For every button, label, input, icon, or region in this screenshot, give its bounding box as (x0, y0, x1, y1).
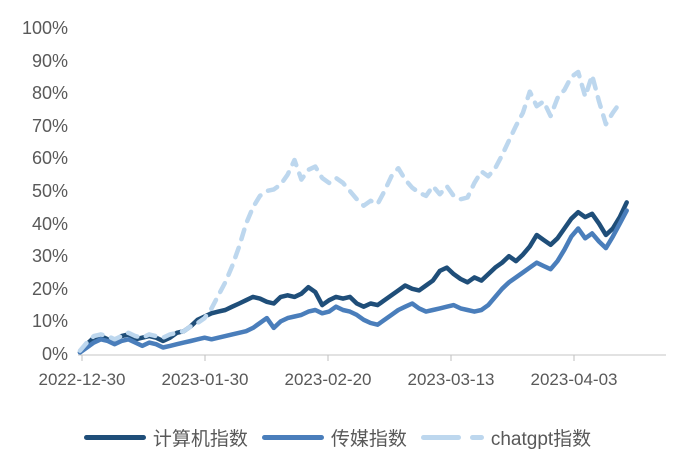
legend-line-media-index (261, 435, 324, 440)
legend-line-chatgpt-index (420, 435, 484, 440)
y-axis-tick-label: 20% (32, 279, 68, 299)
legend-dash-long (420, 435, 461, 440)
y-axis-tick-label: 90% (32, 51, 68, 71)
y-axis-tick-label: 70% (32, 116, 68, 136)
x-axis-tick-label: 2022-12-30 (39, 370, 126, 389)
legend-item-chatgpt-index: chatgpt指数 (420, 424, 592, 451)
y-axis-tick-label: 30% (32, 246, 68, 266)
chart-legend: 计算机指数 传媒指数 chatgpt指数 (0, 424, 675, 451)
series-lines (77, 69, 666, 361)
y-axis: 100% 90% 80% 70% 60% 50% 40% 30% 20% 10%… (22, 18, 68, 364)
x-axis-tick-label: 2023-02-20 (285, 370, 372, 389)
x-axis-tick-label: 2023-01-30 (162, 370, 249, 389)
legend-label-chatgpt-index: chatgpt指数 (490, 429, 592, 450)
legend-item-media-index: 传媒指数 (261, 424, 407, 451)
y-axis-tick-label: 40% (32, 214, 68, 234)
y-axis-tick-label: 50% (32, 181, 68, 201)
x-axis-tick-label: 2023-03-13 (408, 370, 495, 389)
plot-area: 100% 90% 80% 70% 60% 50% 40% 30% 20% 10%… (22, 18, 666, 389)
x-axis-tick-label: 2023-04-03 (531, 370, 618, 389)
y-axis-tick-label: 10% (32, 311, 68, 331)
legend-label-media-index: 传媒指数 (330, 429, 407, 450)
y-axis-tick-label: 100% (22, 18, 68, 38)
x-axis: 2022-12-30 2023-01-30 2023-02-20 2023-03… (39, 370, 618, 389)
legend-label-computer-index: 计算机指数 (152, 429, 248, 450)
y-axis-tick-label: 0% (42, 344, 68, 364)
y-axis-tick-label: 80% (32, 83, 68, 103)
y-axis-tick-label: 60% (32, 148, 68, 168)
legend-line-computer-index (83, 435, 146, 440)
legend-item-computer-index: 计算机指数 (83, 424, 248, 451)
legend-dash-short (469, 435, 484, 440)
